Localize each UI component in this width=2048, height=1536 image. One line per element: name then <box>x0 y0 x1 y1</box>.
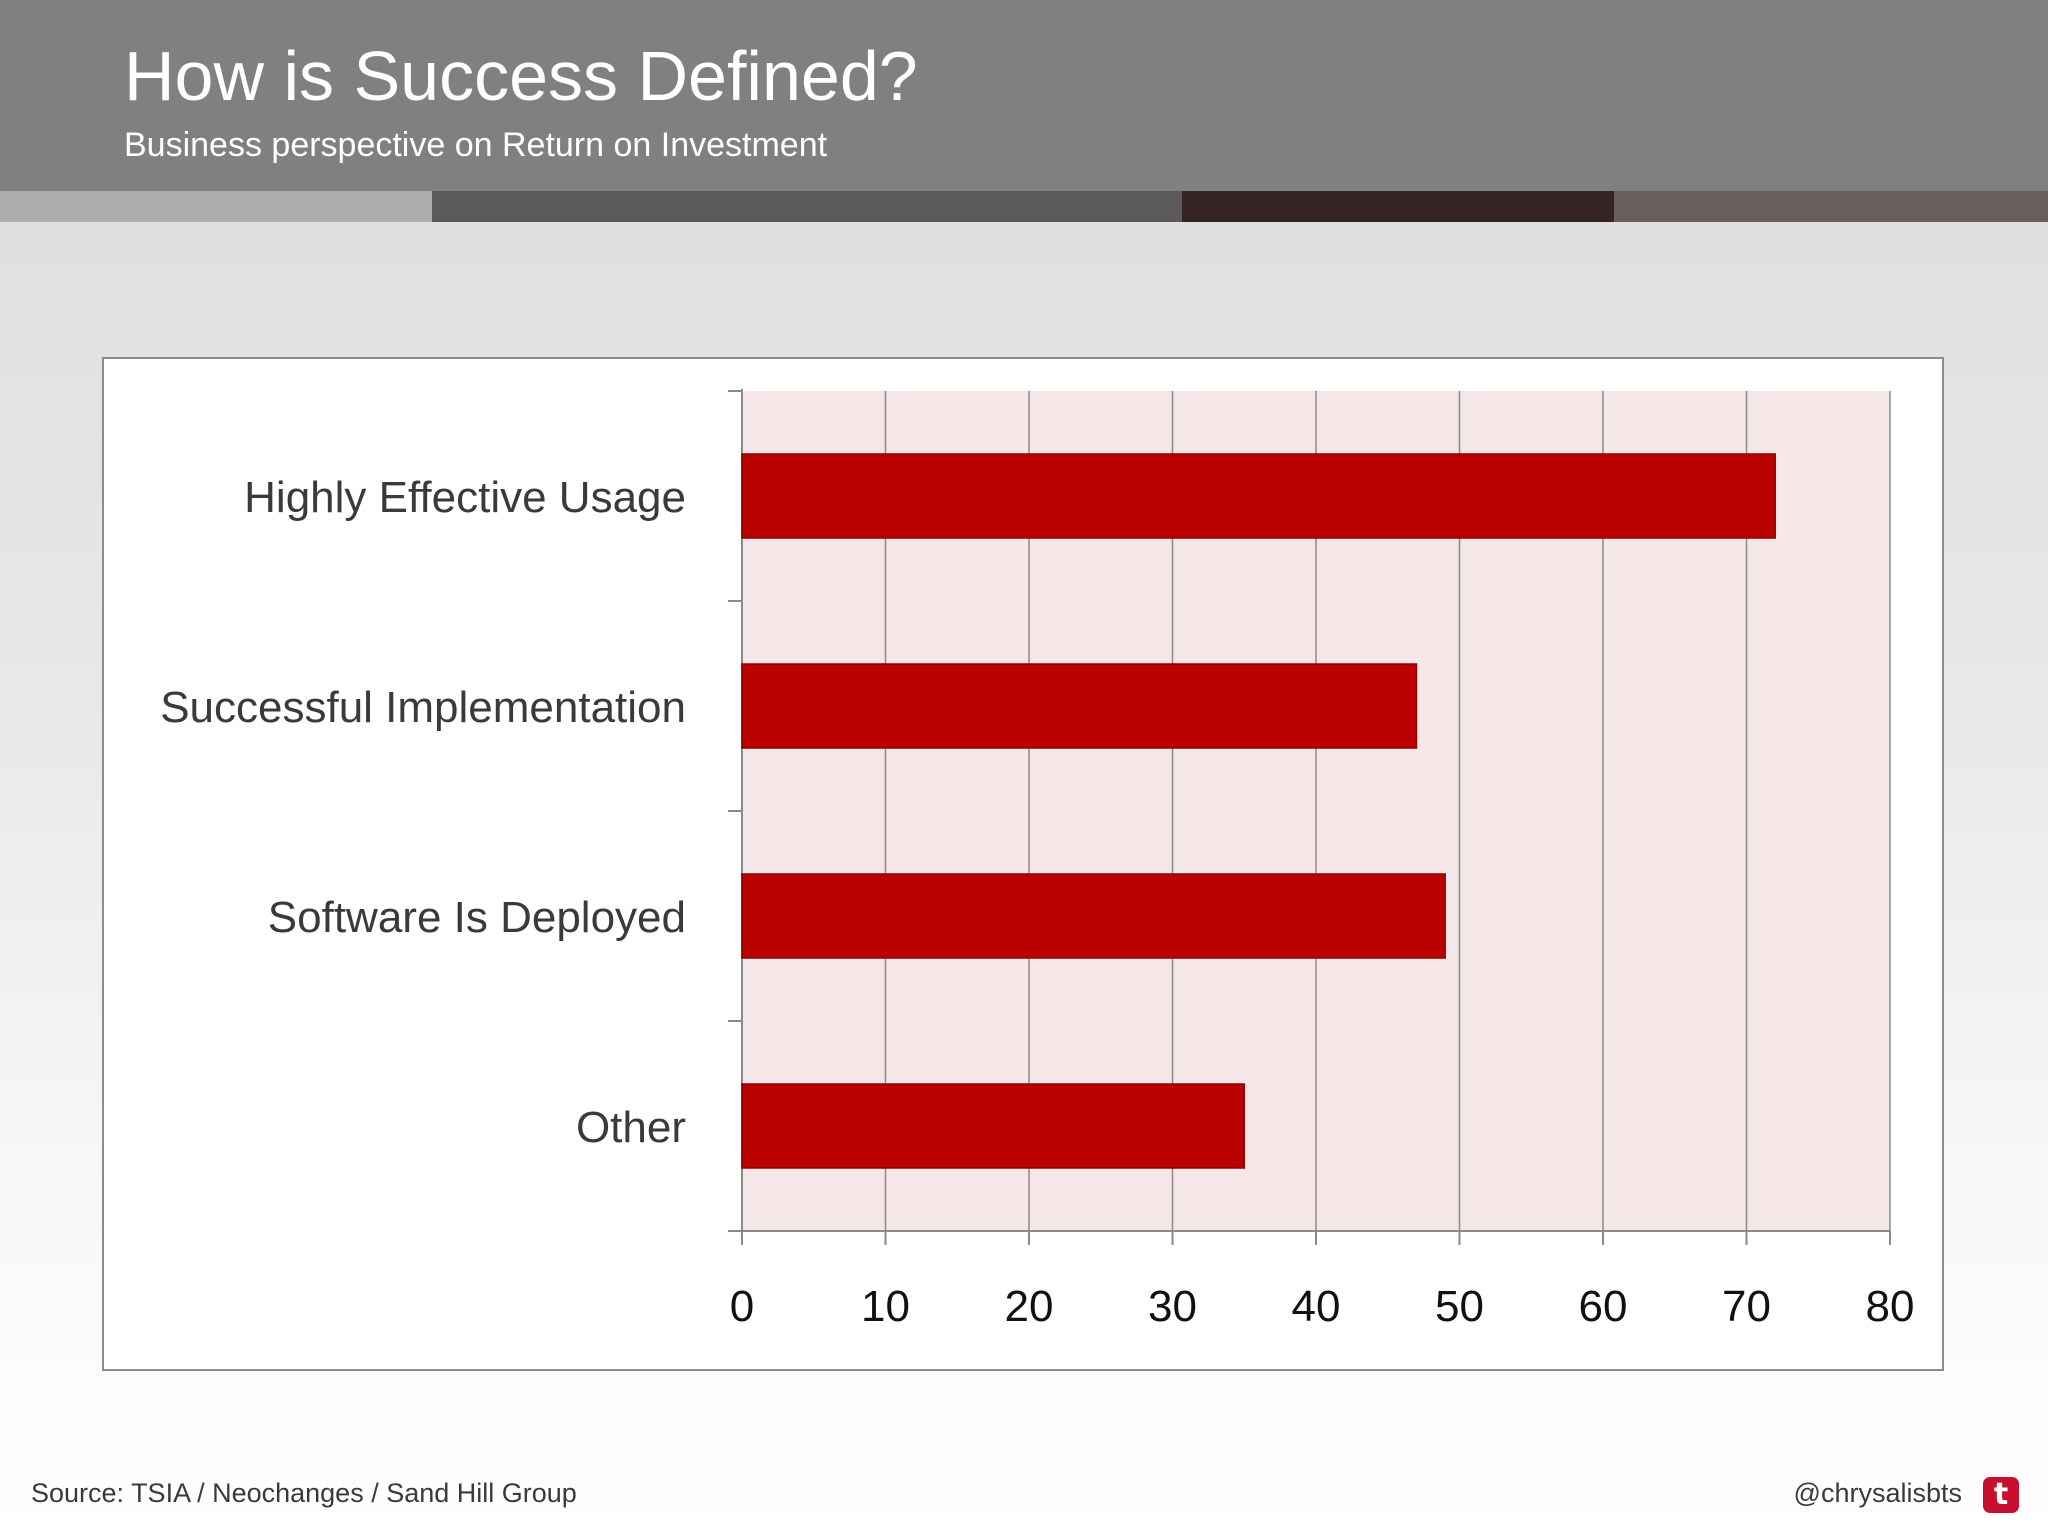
bar <box>741 873 1446 959</box>
bar <box>741 453 1776 539</box>
slide-title: How is Success Defined? <box>124 37 918 115</box>
x-tick-label: 50 <box>1435 1282 1484 1331</box>
x-tick-label: 30 <box>1148 1282 1197 1331</box>
header-stripes <box>0 191 2048 222</box>
twitter-handle: @chrysalisbts <box>1793 1478 1962 1508</box>
source-note: Source: TSIA / Neochanges / Sand Hill Gr… <box>31 1478 577 1508</box>
bar <box>741 1083 1245 1169</box>
x-tick-label: 40 <box>1292 1282 1341 1331</box>
category-label: Other <box>576 1103 686 1152</box>
x-tick-label: 80 <box>1866 1282 1915 1331</box>
chart-panel: 0 10 20 30 40 50 60 70 80 Highly Effective Usage S… <box>102 357 1944 1371</box>
category-label: Software Is Deployed <box>268 893 686 942</box>
x-tick-label: 10 <box>861 1282 910 1331</box>
x-tick-label: 60 <box>1579 1282 1628 1331</box>
bar-chart: 0 10 20 30 40 50 60 70 80 Highly Effective Usage S… <box>160 389 1915 1331</box>
x-tick-label: 0 <box>730 1282 754 1331</box>
bar <box>741 663 1418 749</box>
stripe-1 <box>0 191 432 222</box>
stripe-4 <box>1614 191 2048 222</box>
slide-header: How is Success Defined? Business perspec… <box>0 0 2048 191</box>
x-tick-label: 70 <box>1722 1282 1771 1331</box>
x-tick-label: 20 <box>1005 1282 1054 1331</box>
slide-subtitle: Business perspective on Return on Invest… <box>124 126 828 164</box>
stripe-3 <box>1182 191 1614 222</box>
stripe-2 <box>432 191 1182 222</box>
category-label: Successful Implementation <box>160 683 686 732</box>
twitter-icon[interactable]: t <box>1983 1477 2019 1513</box>
category-label: Highly Effective Usage <box>244 473 686 522</box>
